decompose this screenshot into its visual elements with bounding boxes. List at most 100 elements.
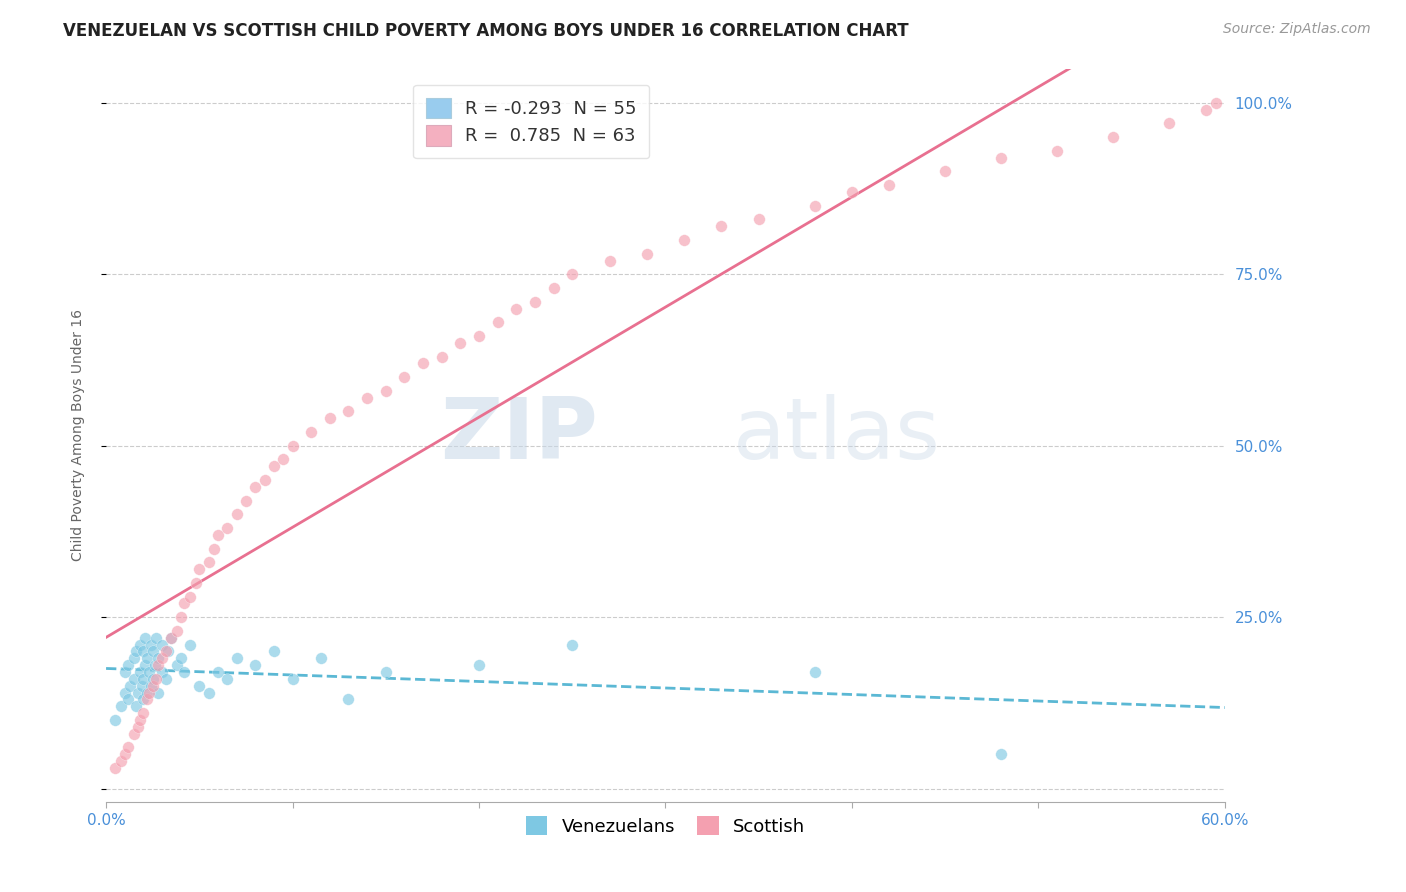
Point [561,638,583,652]
Point [104,761,127,775]
Point [599,253,621,268]
Point [173,665,195,679]
Point [1046,144,1069,158]
Point [155,672,177,686]
Point [136,651,159,665]
Point [356,391,378,405]
Point [263,644,285,658]
Point [225,651,247,665]
Point [136,692,159,706]
Point [136,685,159,699]
Point [1157,116,1180,130]
Point [374,384,396,398]
Point [169,610,191,624]
Point [561,267,583,281]
Point [217,521,239,535]
Point [877,178,900,193]
Point [122,651,145,665]
Legend: Venezuelans, Scottish: Venezuelans, Scottish [516,807,814,845]
Point [138,665,160,679]
Point [127,720,149,734]
Point [253,473,276,487]
Point [142,672,165,686]
Point [673,233,696,247]
Point [1102,130,1125,145]
Point [114,665,136,679]
Point [179,590,201,604]
Text: Source: ZipAtlas.com: Source: ZipAtlas.com [1223,22,1371,37]
Point [430,350,453,364]
Point [468,658,491,673]
Point [337,692,360,706]
Point [145,672,167,686]
Point [449,335,471,350]
Point [117,692,139,706]
Point [748,212,770,227]
Point [122,727,145,741]
Point [710,219,733,234]
Point [134,658,156,673]
Point [207,528,229,542]
Point [114,685,136,699]
Point [319,411,342,425]
Point [125,644,148,658]
Point [117,740,139,755]
Point [148,685,170,699]
Point [117,658,139,673]
Text: ZIP: ZIP [440,394,599,477]
Text: atlas: atlas [733,394,941,477]
Point [132,692,155,706]
Point [505,301,527,316]
Point [281,672,304,686]
Point [145,631,167,645]
Point [148,651,170,665]
Point [217,672,239,686]
Point [309,651,332,665]
Point [150,651,173,665]
Point [841,185,863,199]
Point [132,644,155,658]
Point [150,638,173,652]
Point [299,425,322,439]
Point [245,480,267,494]
Point [166,658,188,673]
Point [197,555,219,569]
Point [134,631,156,645]
Point [114,747,136,762]
Point [1195,103,1218,117]
Point [160,631,183,645]
Point [131,679,153,693]
Point [990,151,1012,165]
Point [142,644,165,658]
Point [374,665,396,679]
Point [120,679,142,693]
Point [122,672,145,686]
Point [197,685,219,699]
Point [127,685,149,699]
Text: VENEZUELAN VS SCOTTISH CHILD POVERTY AMONG BOYS UNDER 16 CORRELATION CHART: VENEZUELAN VS SCOTTISH CHILD POVERTY AMO… [63,22,908,40]
Point [110,754,132,768]
Point [202,541,225,556]
Point [225,508,247,522]
Point [125,699,148,714]
Point [143,658,166,673]
Point [156,644,179,658]
Point [543,281,565,295]
Point [803,199,825,213]
Y-axis label: Child Poverty Among Boys Under 16: Child Poverty Among Boys Under 16 [72,310,86,561]
Point [166,624,188,638]
Point [636,246,658,260]
Point [934,164,956,178]
Point [155,644,177,658]
Point [337,404,360,418]
Point [188,562,211,576]
Point [394,370,416,384]
Point [803,665,825,679]
Point [179,638,201,652]
Point [184,575,207,590]
Point [132,672,155,686]
Point [142,679,165,693]
Point [128,638,150,652]
Point [207,665,229,679]
Point [990,747,1012,762]
